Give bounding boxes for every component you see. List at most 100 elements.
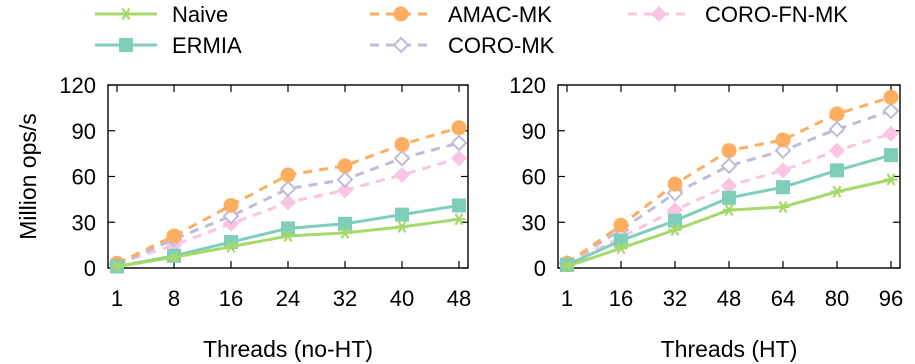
x-tick-label: 80 — [825, 286, 849, 311]
legend-label-coro-fn-mk: CORO-FN-MK — [705, 2, 848, 27]
legend-label-amac-mk: AMAC-MK — [448, 2, 552, 27]
legend-marker-naive — [119, 7, 133, 21]
legend-item-coro-mk: CORO-MK — [370, 33, 555, 58]
x-tick-label: 64 — [771, 286, 795, 311]
data-point-amac-mk-48 — [451, 120, 467, 136]
y-axis-title: Million ops/s — [15, 113, 41, 240]
x-axis-title: Threads (HT) — [661, 336, 798, 362]
data-point-coro-mk-24 — [279, 180, 297, 198]
data-point-ermia-48 — [452, 198, 466, 213]
data-point-coro-fn-mk-48 — [451, 150, 467, 167]
data-point-amac-mk-32 — [337, 158, 353, 174]
legend-item-amac-mk: AMAC-MK — [370, 2, 552, 27]
x-tick-label: 16 — [219, 286, 243, 311]
series-ermia — [560, 148, 898, 272]
legend-item-ermia: ERMIA — [95, 33, 242, 58]
data-point-ermia-96 — [884, 148, 898, 163]
y-tick-label: 60 — [522, 165, 546, 190]
data-point-amac-mk-40 — [394, 136, 410, 152]
x-tick-label: 32 — [333, 286, 357, 311]
data-point-coro-mk-32 — [336, 171, 354, 188]
legend: Naive ERMIA AMAC-MK CORO-MK CORO-FN-MK — [95, 2, 848, 58]
data-point-coro-fn-mk-32 — [337, 182, 353, 199]
legend-marker-amac-mk — [393, 6, 409, 22]
data-point-coro-mk-96 — [882, 102, 900, 120]
y-tick-label: 90 — [72, 119, 96, 144]
data-point-naive-80 — [830, 185, 844, 198]
data-point-amac-mk-64 — [775, 132, 791, 148]
legend-marker-ermia — [119, 38, 133, 52]
data-point-naive-48 — [452, 213, 466, 226]
x-tick-label: 48 — [717, 286, 741, 311]
data-point-amac-mk-8 — [166, 228, 182, 244]
y-tick-label: 120 — [509, 73, 546, 98]
data-point-ermia-48 — [722, 190, 736, 205]
y-tick-label: 30 — [522, 210, 546, 235]
data-point-naive-8 — [167, 251, 181, 264]
x-tick-label: 40 — [390, 286, 414, 311]
legend-marker-coro-fn-mk — [651, 6, 667, 22]
x-tick-label: 48 — [447, 286, 471, 311]
y-tick-label: 60 — [72, 165, 96, 190]
series-amac-mk — [109, 120, 467, 271]
data-point-coro-fn-mk-96 — [883, 125, 899, 142]
data-point-ermia-32 — [338, 216, 352, 231]
legend-item-naive: Naive — [95, 2, 228, 27]
y-tick-label: 0 — [84, 256, 96, 281]
data-point-coro-fn-mk-64 — [775, 162, 791, 179]
data-point-coro-mk-80 — [828, 120, 846, 138]
data-point-coro-mk-40 — [393, 149, 411, 167]
x-tick-label: 32 — [663, 286, 687, 311]
data-point-ermia-24 — [281, 221, 295, 236]
data-point-ermia-40 — [395, 207, 409, 222]
chart-panel-ht: 0 30 60 90 120 1 16 32 48 64 80 96 Threads (HT) — [509, 73, 903, 362]
plot-frame — [557, 84, 901, 269]
data-point-amac-mk-16 — [613, 217, 629, 233]
data-point-ermia-64 — [776, 180, 790, 195]
data-point-coro-fn-mk-48 — [721, 177, 737, 194]
y-tick-label: 30 — [72, 210, 96, 235]
data-point-amac-mk-48 — [721, 143, 737, 159]
data-point-naive-1 — [560, 260, 574, 273]
data-point-coro-mk-16 — [222, 207, 240, 225]
data-point-amac-mk-32 — [667, 176, 683, 192]
legend-item-coro-fn-mk: CORO-FN-MK — [628, 2, 848, 27]
series-naive — [110, 213, 466, 273]
legend-label-ermia: ERMIA — [172, 33, 242, 58]
data-point-naive-1 — [110, 260, 124, 273]
data-point-naive-32 — [338, 226, 352, 240]
x-tick-label: 1 — [111, 286, 123, 311]
x-tick-label: 24 — [276, 286, 300, 311]
data-point-naive-40 — [395, 220, 409, 233]
data-point-coro-mk-64 — [774, 142, 792, 159]
y-tick-label: 0 — [534, 256, 546, 281]
data-point-naive-64 — [776, 200, 790, 214]
data-point-amac-mk-80 — [829, 106, 845, 122]
data-point-coro-mk-48 — [450, 134, 468, 152]
data-point-amac-mk-16 — [223, 197, 239, 213]
legend-label-naive: Naive — [172, 2, 228, 27]
legend-marker-coro-mk — [392, 36, 410, 54]
data-point-naive-96 — [884, 173, 898, 186]
series-naive — [560, 173, 898, 273]
chart-panel-no-ht: 0 30 60 90 120 1 8 16 24 32 40 48 Threads (no-HT) Mil… — [15, 73, 471, 362]
data-point-naive-32 — [668, 223, 682, 236]
data-point-naive-16 — [614, 242, 628, 255]
x-axis-title: Threads (no-HT) — [203, 336, 373, 362]
data-point-naive-48 — [722, 203, 736, 217]
legend-label-coro-mk: CORO-MK — [448, 33, 555, 58]
data-point-amac-mk-96 — [883, 89, 899, 105]
data-point-naive-24 — [281, 229, 295, 243]
data-point-coro-mk-48 — [720, 157, 738, 175]
data-point-ermia-32 — [668, 213, 682, 228]
data-point-coro-fn-mk-40 — [394, 166, 410, 183]
data-point-amac-mk-24 — [280, 167, 296, 183]
x-tick-label: 8 — [168, 286, 180, 311]
x-tick-label: 96 — [879, 286, 903, 311]
data-point-ermia-80 — [830, 163, 844, 178]
data-point-coro-fn-mk-80 — [829, 142, 845, 159]
x-tick-label: 1 — [561, 286, 573, 311]
data-point-coro-fn-mk-24 — [280, 194, 296, 211]
data-point-naive-16 — [224, 240, 238, 253]
